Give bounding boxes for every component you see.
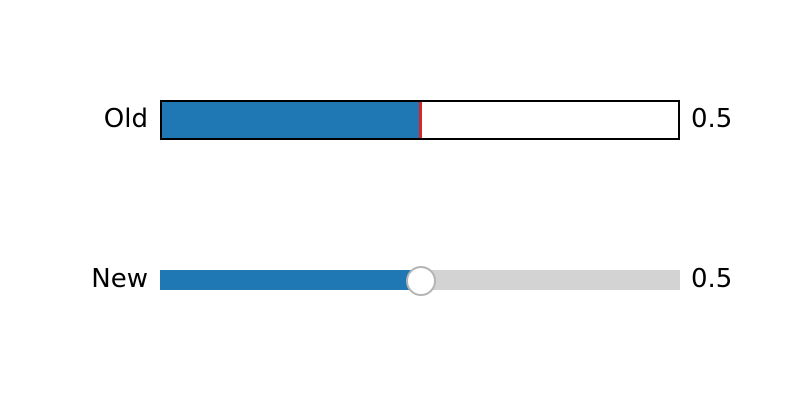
new-slider-knob[interactable] [406,266,436,296]
old-slider-fill [162,102,420,138]
new-slider-label: New [91,264,148,294]
new-slider-track[interactable] [160,266,680,296]
old-slider-handle[interactable] [419,102,422,138]
old-slider-value: 0.5 [691,104,733,134]
old-slider-track[interactable] [160,100,680,140]
old-slider-label: Old [103,104,148,134]
new-slider-value: 0.5 [691,264,733,294]
new-slider-fill [160,270,420,290]
